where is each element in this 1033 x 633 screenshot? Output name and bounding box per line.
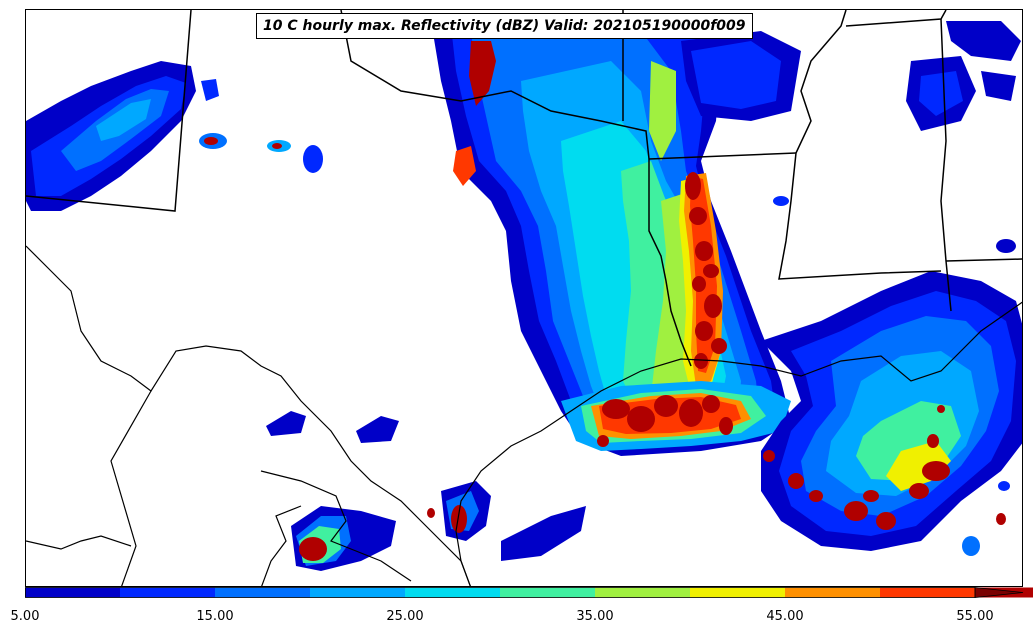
colorbar — [25, 587, 1033, 598]
colorbar-cell — [690, 587, 785, 598]
colorbar-cell — [310, 587, 405, 598]
storm-band-east-texas — [431, 21, 791, 456]
colorbar-tick-label: 5.00 — [10, 609, 40, 624]
colorbar-cell — [880, 587, 975, 598]
map-canvas — [26, 10, 1022, 586]
storm-cluster-gulf-southeast — [761, 271, 1022, 556]
colorbar-outline — [25, 587, 976, 598]
storm-cluster-northwest — [26, 61, 323, 211]
colorbar-tick-label: 15.00 — [196, 609, 234, 624]
colorbar-cell — [120, 587, 215, 598]
colorbar-cell — [785, 587, 880, 598]
coastline — [26, 245, 1022, 586]
reflectivity-map — [25, 9, 1023, 587]
map-title: 10 C hourly max. Reflectivity (dBZ) Vali… — [256, 13, 753, 39]
storm-cluster-northeast — [681, 21, 1021, 253]
colorbar-cell — [595, 587, 690, 598]
colorbar-tick-label: 55.00 — [956, 609, 994, 624]
colorbar-cell — [500, 587, 595, 598]
colorbar-cell — [405, 587, 500, 598]
colorbar-cell — [25, 587, 120, 598]
colorbar-tick-label: 45.00 — [766, 609, 804, 624]
colorbar-tick-label: 25.00 — [386, 609, 424, 624]
colorbar-cell — [215, 587, 310, 598]
storm-cluster-south-texas — [266, 411, 586, 571]
colorbar-tick-label: 35.00 — [576, 609, 614, 624]
state-boundaries — [26, 10, 1022, 367]
